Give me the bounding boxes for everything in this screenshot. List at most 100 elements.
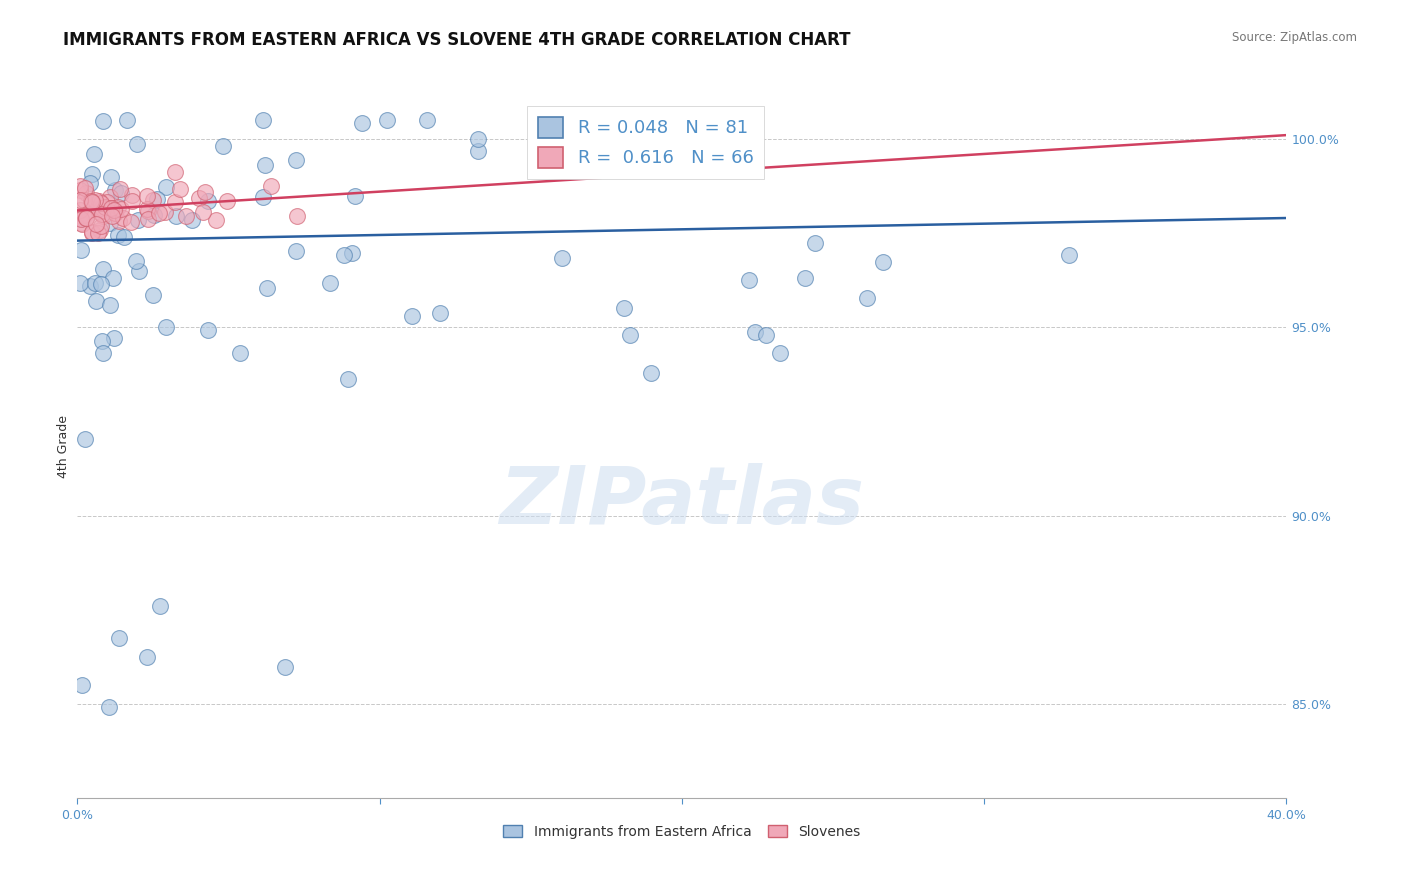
Point	[181, 213, 204, 227]
Point	[90, 201, 112, 215]
Point	[84, 294, 107, 309]
Point	[107, 227, 129, 242]
Point	[136, 212, 159, 227]
Point	[104, 203, 127, 218]
Point	[804, 236, 827, 251]
Point	[75, 432, 97, 446]
Point	[84, 276, 107, 290]
Point	[98, 190, 121, 204]
Point	[193, 204, 215, 219]
Point	[136, 204, 159, 219]
Point	[197, 194, 219, 208]
Point	[136, 650, 159, 665]
Point	[467, 132, 489, 146]
Point	[75, 211, 97, 226]
Point	[229, 345, 252, 359]
Point	[344, 188, 367, 202]
Point	[350, 116, 373, 130]
Point	[254, 158, 277, 172]
Point	[333, 248, 356, 262]
Point	[101, 271, 124, 285]
Point	[112, 229, 135, 244]
Point	[640, 366, 662, 380]
Point	[87, 202, 110, 216]
Point	[197, 323, 219, 337]
Text: ZIPatlas: ZIPatlas	[499, 463, 865, 541]
Point	[69, 193, 91, 207]
Point	[401, 309, 423, 323]
Point	[90, 196, 112, 211]
Point	[165, 194, 187, 209]
Point	[96, 195, 118, 210]
Point	[285, 209, 308, 223]
Point	[194, 185, 217, 199]
Point	[103, 205, 125, 219]
Point	[142, 287, 165, 301]
Point	[94, 200, 117, 214]
Point	[124, 254, 146, 268]
Point	[551, 252, 574, 266]
Point	[110, 202, 132, 216]
Point	[84, 217, 107, 231]
Point	[75, 186, 97, 200]
Point	[90, 219, 112, 234]
Point	[101, 209, 124, 223]
Point	[70, 216, 93, 230]
Point	[69, 183, 91, 197]
Point	[337, 372, 360, 386]
Point	[110, 186, 132, 200]
Point	[73, 208, 96, 222]
Point	[256, 281, 278, 295]
Point	[146, 192, 169, 206]
Point	[141, 194, 163, 208]
Point	[107, 214, 129, 228]
Point	[204, 212, 226, 227]
Point	[467, 144, 489, 158]
Point	[91, 334, 114, 348]
Point	[80, 167, 103, 181]
Point	[104, 183, 127, 197]
Point	[872, 255, 894, 269]
Point	[128, 263, 150, 277]
Point	[69, 178, 91, 193]
Point	[79, 176, 101, 190]
Point	[83, 193, 105, 207]
Point	[741, 113, 763, 128]
Point	[252, 190, 274, 204]
Point	[91, 210, 114, 224]
Point	[165, 209, 187, 223]
Point	[100, 170, 122, 185]
Point	[97, 700, 120, 714]
Point	[212, 138, 235, 153]
Point	[100, 201, 122, 215]
Point	[169, 182, 191, 196]
Point	[93, 203, 115, 218]
Point	[121, 188, 143, 202]
Point	[136, 202, 159, 216]
Point	[127, 136, 149, 151]
Point	[83, 147, 105, 161]
Point	[187, 191, 209, 205]
Point	[70, 212, 93, 227]
Point	[215, 194, 238, 208]
Point	[755, 328, 778, 343]
Point	[70, 678, 93, 692]
Point	[90, 277, 112, 292]
Point	[73, 180, 96, 194]
Point	[252, 113, 274, 128]
Point	[120, 214, 142, 228]
Point	[136, 189, 159, 203]
Point	[69, 203, 91, 218]
Point	[89, 223, 111, 237]
Point	[855, 292, 877, 306]
Point	[342, 246, 364, 260]
Point	[79, 194, 101, 208]
Point	[70, 244, 93, 258]
Point	[318, 276, 340, 290]
Point	[100, 202, 122, 216]
Point	[91, 207, 114, 221]
Point	[375, 113, 398, 128]
Point	[285, 153, 308, 167]
Point	[93, 114, 115, 128]
Point	[174, 209, 197, 223]
